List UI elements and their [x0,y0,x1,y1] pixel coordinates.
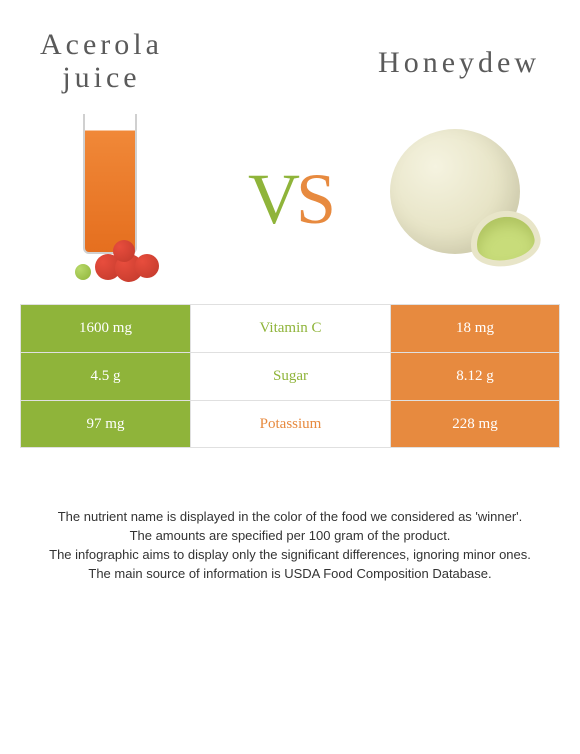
footer-line: The amounts are specified per 100 gram o… [38,527,542,546]
left-title-line1: Acerola [40,28,163,61]
left-title-line2: juice [40,61,163,94]
right-value: 228 mg [390,401,560,447]
right-value: 18 mg [390,305,560,352]
table-row: 1600 mg Vitamin C 18 mg [20,304,560,352]
table-row: 4.5 g Sugar 8.12 g [20,352,560,400]
footer-line: The main source of information is USDA F… [38,565,542,584]
footer-line: The nutrient name is displayed in the co… [38,508,542,527]
nutrient-name: Vitamin C [190,305,390,352]
right-food-title: Honeydew [378,46,540,80]
food-images-row: VS [0,104,580,304]
left-value: 4.5 g [20,353,190,400]
header: Acerola juice Honeydew [0,0,580,104]
left-food-title: Acerola juice [40,28,163,94]
nutrient-name: Sugar [190,353,390,400]
right-value: 8.12 g [390,353,560,400]
honeydew-image [390,114,540,284]
left-value: 1600 mg [20,305,190,352]
acerola-juice-image [40,114,190,284]
melon-icon [390,124,540,274]
left-value: 97 mg [20,401,190,447]
vs-v: V [248,158,296,241]
vs-s: S [296,158,332,241]
table-row: 97 mg Potassium 228 mg [20,400,560,448]
juice-glass-icon [55,114,175,284]
nutrient-table: 1600 mg Vitamin C 18 mg 4.5 g Sugar 8.12… [20,304,560,448]
footer-line: The infographic aims to display only the… [38,546,542,565]
vs-label: VS [248,158,332,241]
footer-notes: The nutrient name is displayed in the co… [38,508,542,583]
nutrient-name: Potassium [190,401,390,447]
